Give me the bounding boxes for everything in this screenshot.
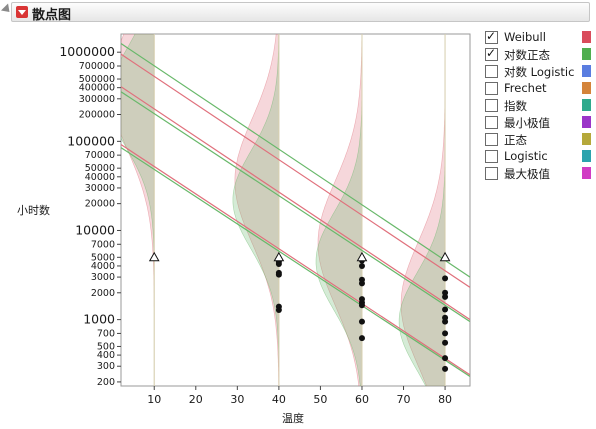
y-tick-label: 700 <box>97 328 115 339</box>
censored-point <box>273 251 285 262</box>
legend-checkbox[interactable] <box>485 150 498 163</box>
x-tick-label: 70 <box>397 393 411 406</box>
quantile-line-1-0 <box>121 43 470 278</box>
y-tick-label: 50000 <box>85 163 115 174</box>
legend-color-swatch[interactable] <box>582 99 591 111</box>
legend-color-swatch[interactable] <box>582 48 591 60</box>
x-tick-label: 40 <box>272 393 286 406</box>
y-tick-label: 500000 <box>79 74 115 85</box>
y-axis-label: 小时数 <box>17 204 50 217</box>
legend-label: 正态 <box>504 133 527 147</box>
section-title: 散点图 <box>32 8 72 23</box>
failure-point <box>275 271 282 278</box>
quantile-line-0-2 <box>121 144 470 376</box>
failure-point <box>442 293 449 300</box>
legend-color-swatch[interactable] <box>582 31 591 43</box>
failure-point <box>275 307 282 314</box>
failure-point <box>442 330 449 337</box>
legend-color-swatch[interactable] <box>582 82 591 94</box>
header: 散点图 <box>0 0 596 24</box>
legend-color-swatch[interactable] <box>582 65 591 77</box>
y-tick-label: 100000 <box>67 133 115 148</box>
x-tick-label: 30 <box>230 393 244 406</box>
x-axis-label: 温度 <box>282 412 304 425</box>
legend-label: Frechet <box>504 81 547 95</box>
quantile-line-0-1 <box>121 86 470 321</box>
red-triangle-menu-button[interactable] <box>16 6 28 18</box>
failure-point <box>358 335 365 342</box>
header-bar: 散点图 <box>11 2 590 23</box>
legend-color-swatch[interactable] <box>582 133 591 145</box>
x-tick-label: 50 <box>313 393 327 406</box>
legend-label: Logistic <box>504 149 548 163</box>
density-0-1 <box>234 34 280 386</box>
failure-point <box>442 355 449 362</box>
x-tick-label: 80 <box>438 393 452 406</box>
y-tick-label: 300000 <box>79 94 115 105</box>
censored-point <box>356 251 368 262</box>
quantile-line-1-1 <box>121 91 470 323</box>
plot-area <box>121 34 470 386</box>
y-tick-label: 3000 <box>91 272 115 283</box>
legend-checkbox[interactable] <box>485 65 498 78</box>
failure-point <box>358 280 365 287</box>
y-tick-label: 1000 <box>83 312 115 327</box>
legend-label: Weibull <box>504 30 546 44</box>
y-tick-label: 500 <box>97 341 115 352</box>
y-tick-label: 5000 <box>91 252 115 263</box>
quantile-line-1-2 <box>121 147 470 378</box>
legend-color-swatch[interactable] <box>582 150 591 162</box>
y-tick-label: 700000 <box>79 61 115 72</box>
y-tick-label: 200 <box>97 377 115 388</box>
x-tick-label: 20 <box>189 393 203 406</box>
legend-color-swatch[interactable] <box>582 167 591 179</box>
failure-point <box>358 318 365 325</box>
x-tick-label: 10 <box>147 393 161 406</box>
y-tick-label: 1000000 <box>59 44 115 59</box>
legend-label: 对数正态 <box>504 48 550 62</box>
y-tick-label: 400 <box>97 350 115 361</box>
legend-checkbox[interactable] <box>485 46 498 61</box>
failure-point <box>358 262 365 269</box>
y-tick-label: 200000 <box>79 110 115 121</box>
legend-checkbox[interactable] <box>485 82 498 95</box>
censored-point <box>439 251 451 262</box>
failure-point <box>442 339 449 346</box>
legend-checkbox[interactable] <box>485 133 498 146</box>
legend-checkbox[interactable] <box>485 29 498 44</box>
legend-label: 指数 <box>504 99 527 113</box>
y-tick-label: 300 <box>97 361 115 372</box>
y-tick-label: 30000 <box>85 183 115 194</box>
legend-label: 最大极值 <box>504 167 550 181</box>
legend-label: 对数 Logistic <box>504 65 575 79</box>
failure-point <box>358 302 365 309</box>
x-tick-label: 60 <box>355 393 369 406</box>
y-tick-label: 7000 <box>91 239 115 250</box>
legend-label: 最小极值 <box>504 116 550 130</box>
y-tick-label: 20000 <box>85 199 115 210</box>
y-tick-label: 400000 <box>79 83 115 94</box>
y-tick-label: 2000 <box>91 288 115 299</box>
failure-point <box>442 365 449 372</box>
failure-point <box>442 275 449 282</box>
failure-point <box>442 318 449 325</box>
failure-point <box>442 306 449 313</box>
y-tick-label: 40000 <box>85 172 115 183</box>
quantile-line-0-0 <box>121 53 470 288</box>
legend-checkbox[interactable] <box>485 116 498 129</box>
y-tick-label: 10000 <box>75 222 115 237</box>
y-tick-label: 4000 <box>91 261 115 272</box>
censored-point <box>148 251 160 262</box>
legend-checkbox[interactable] <box>485 99 498 112</box>
legend-checkbox[interactable] <box>485 167 498 180</box>
legend-color-swatch[interactable] <box>582 116 591 128</box>
y-tick-label: 70000 <box>85 150 115 161</box>
density-1-1 <box>232 34 280 386</box>
failure-point <box>275 261 282 268</box>
